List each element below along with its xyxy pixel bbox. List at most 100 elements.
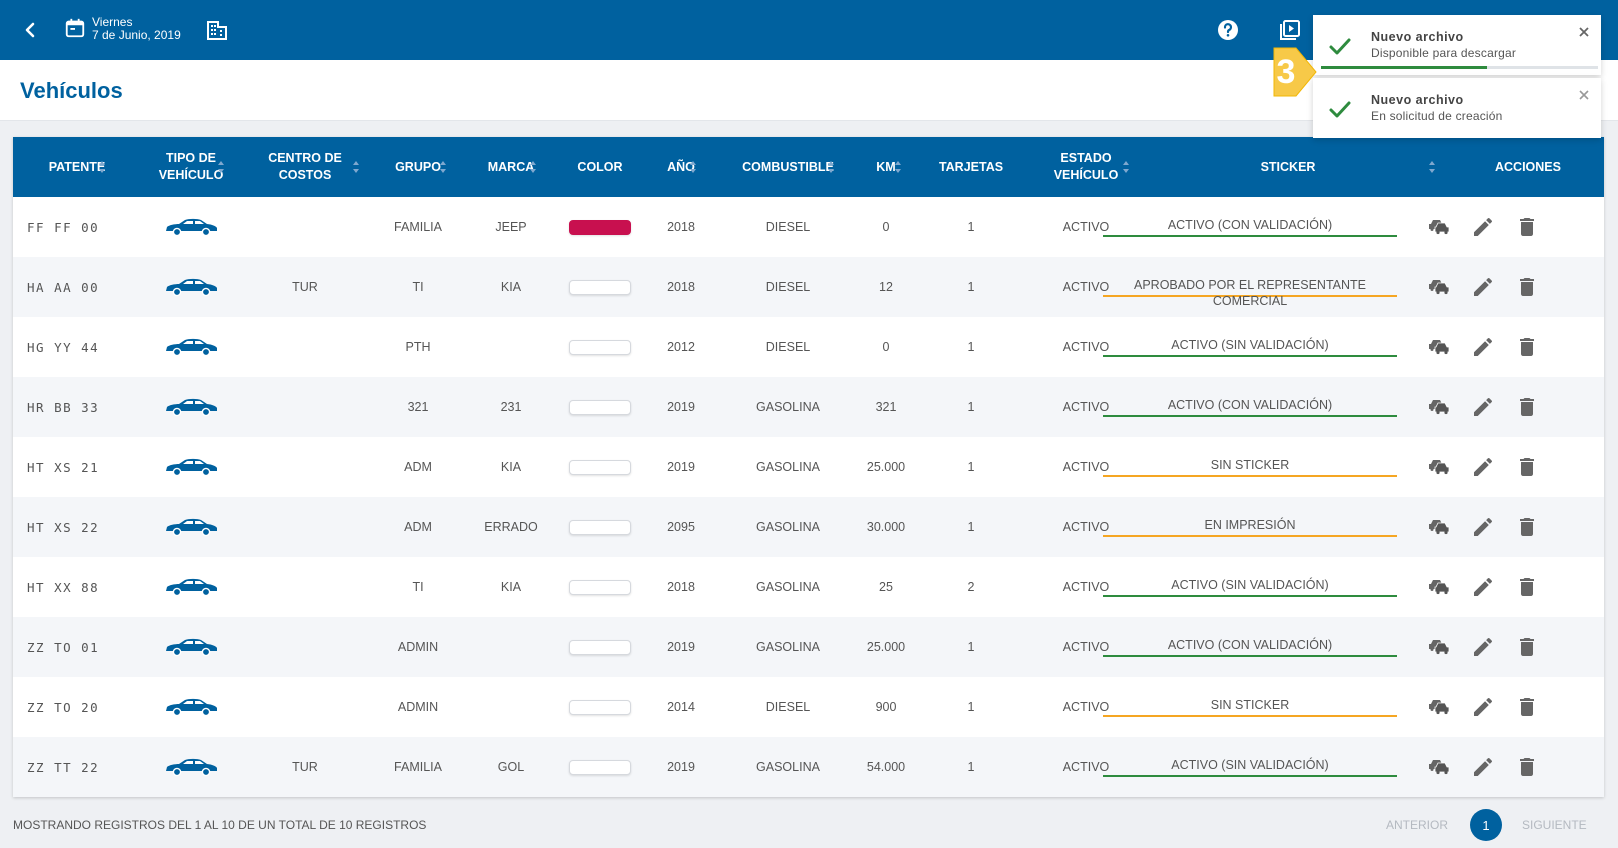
sort-icon[interactable] [529,159,537,175]
col-grupo[interactable]: GRUPO [368,137,468,197]
edit-pencil-icon[interactable] [1471,635,1495,659]
sticker-status: ACTIVO (SIN VALIDACIÓN) [1103,577,1397,597]
assign-vehicle-icon[interactable] [1427,635,1451,659]
sort-icon[interactable] [439,159,447,175]
building-icon[interactable] [205,18,229,42]
cell-km: 900 [875,700,897,714]
col-sticker[interactable]: STICKER [1135,137,1441,197]
cell-marca: KIA [500,580,522,594]
delete-trash-icon[interactable] [1515,215,1539,239]
col-grupo-label: GRUPO [395,159,441,174]
col-km[interactable]: KM [836,137,936,197]
toast-progress-fill [1321,66,1488,69]
col-anio[interactable]: AÑO [631,137,731,197]
edit-pencil-icon[interactable] [1471,275,1495,299]
cell-tarjetas: 1 [967,400,975,414]
assign-vehicle-icon[interactable] [1427,515,1451,539]
sort-icon[interactable] [98,159,106,175]
sticker-status: ACTIVO (CON VALIDACIÓN) [1103,217,1397,237]
sort-icon[interactable] [352,159,360,175]
delete-trash-icon[interactable] [1515,575,1539,599]
edit-pencil-icon[interactable] [1471,755,1495,779]
cell-marca [461,677,561,737]
delete-trash-icon[interactable] [1515,695,1539,719]
cell-centro: TUR [292,760,318,774]
cell-tarjetas: 1 [967,640,975,654]
color-swatch [569,279,631,295]
cell-estado: ACTIVO [1062,340,1110,354]
toast-title: Nuevo archivo [1371,93,1464,107]
cell-patente: FF FF 00 [27,219,100,235]
delete-trash-icon[interactable] [1515,755,1539,779]
sort-icon[interactable] [1122,159,1130,175]
cell-grupo: TI [412,580,424,594]
color-swatch [569,639,631,655]
play-video-icon[interactable] [1278,18,1302,42]
edit-pencil-icon[interactable] [1471,335,1495,359]
edit-pencil-icon[interactable] [1471,215,1495,239]
cell-color [550,497,650,557]
close-icon[interactable] [1577,25,1591,39]
cell-km: 25 [879,580,893,594]
pagination-next[interactable]: SIGUIENTE [1522,818,1587,832]
table-row: ZZ TO 01 ADMIN 2019 GASOLINA 25.000 1 ACTIVO AC… [13,617,1604,677]
cell-tarjetas: 1 [967,340,975,354]
help-icon[interactable] [1216,18,1240,42]
pagination-prev[interactable]: ANTERIOR [1386,818,1449,832]
col-marca-label: MARCA [487,159,535,174]
close-icon[interactable] [1577,88,1591,102]
edit-pencil-icon[interactable] [1471,575,1495,599]
toast-subtitle: Disponible para descargar [1371,46,1517,60]
cell-anio: 2019 [667,760,695,774]
assign-vehicle-icon[interactable] [1427,695,1451,719]
current-date[interactable]: Viernes 7 de Junio, 2019 [92,16,181,42]
edit-pencil-icon[interactable] [1471,455,1495,479]
assign-vehicle-icon[interactable] [1427,275,1451,299]
delete-trash-icon[interactable] [1515,515,1539,539]
pagination-page-1[interactable]: 1 [1470,809,1502,841]
cell-estado: ACTIVO [1062,460,1110,474]
edit-pencil-icon[interactable] [1471,515,1495,539]
assign-vehicle-icon[interactable] [1427,215,1451,239]
assign-vehicle-icon[interactable] [1427,395,1451,419]
sort-icon[interactable] [689,159,697,175]
delete-trash-icon[interactable] [1515,335,1539,359]
calendar-icon[interactable] [64,17,86,39]
table-row: ZZ TO 20 ADMIN 2014 DIESEL 900 1 ACTIVO SIN STI… [13,677,1604,737]
date-full: 7 de Junio, 2019 [92,28,181,42]
col-centro[interactable]: CENTRO DE COSTOS [249,137,361,197]
sort-icon[interactable] [1428,159,1436,175]
step-badge-number: 3 [1277,53,1296,91]
delete-trash-icon[interactable] [1515,275,1539,299]
cell-patente: HT XS 21 [27,459,100,475]
cell-km: 25.000 [866,460,906,474]
assign-vehicle-icon[interactable] [1427,335,1451,359]
delete-trash-icon[interactable] [1515,635,1539,659]
col-combustible[interactable]: COMBUSTIBLE [723,137,853,197]
cell-marca: 231 [500,400,522,414]
col-acciones: ACCIONES [1458,137,1598,197]
sort-icon[interactable] [894,159,902,175]
assign-vehicle-icon[interactable] [1427,755,1451,779]
cell-centro: TUR [292,280,318,294]
col-patente[interactable]: PATENTE [13,137,141,197]
col-estado[interactable]: ESTADO VEHÍCULO [1031,137,1141,197]
assign-vehicle-icon[interactable] [1427,575,1451,599]
sort-icon[interactable] [827,159,835,175]
vehicle-type-car-icon [141,557,241,617]
cell-grupo: ADMIN [397,640,439,654]
cell-combustible: GASOLINA [756,580,820,594]
cell-anio: 2019 [667,640,695,654]
toast-download-ready: Nuevo archivo Disponible para descargar [1313,15,1601,75]
back-arrow-icon[interactable] [18,18,42,42]
col-tipo[interactable]: TIPO DE VEHÍCULO [141,137,241,197]
delete-trash-icon[interactable] [1515,455,1539,479]
col-marca[interactable]: MARCA [461,137,561,197]
delete-trash-icon[interactable] [1515,395,1539,419]
cell-combustible: GASOLINA [756,400,820,414]
edit-pencil-icon[interactable] [1471,695,1495,719]
page-title: Vehículos [20,78,123,103]
edit-pencil-icon[interactable] [1471,395,1495,419]
sort-icon[interactable] [217,159,225,175]
assign-vehicle-icon[interactable] [1427,455,1451,479]
